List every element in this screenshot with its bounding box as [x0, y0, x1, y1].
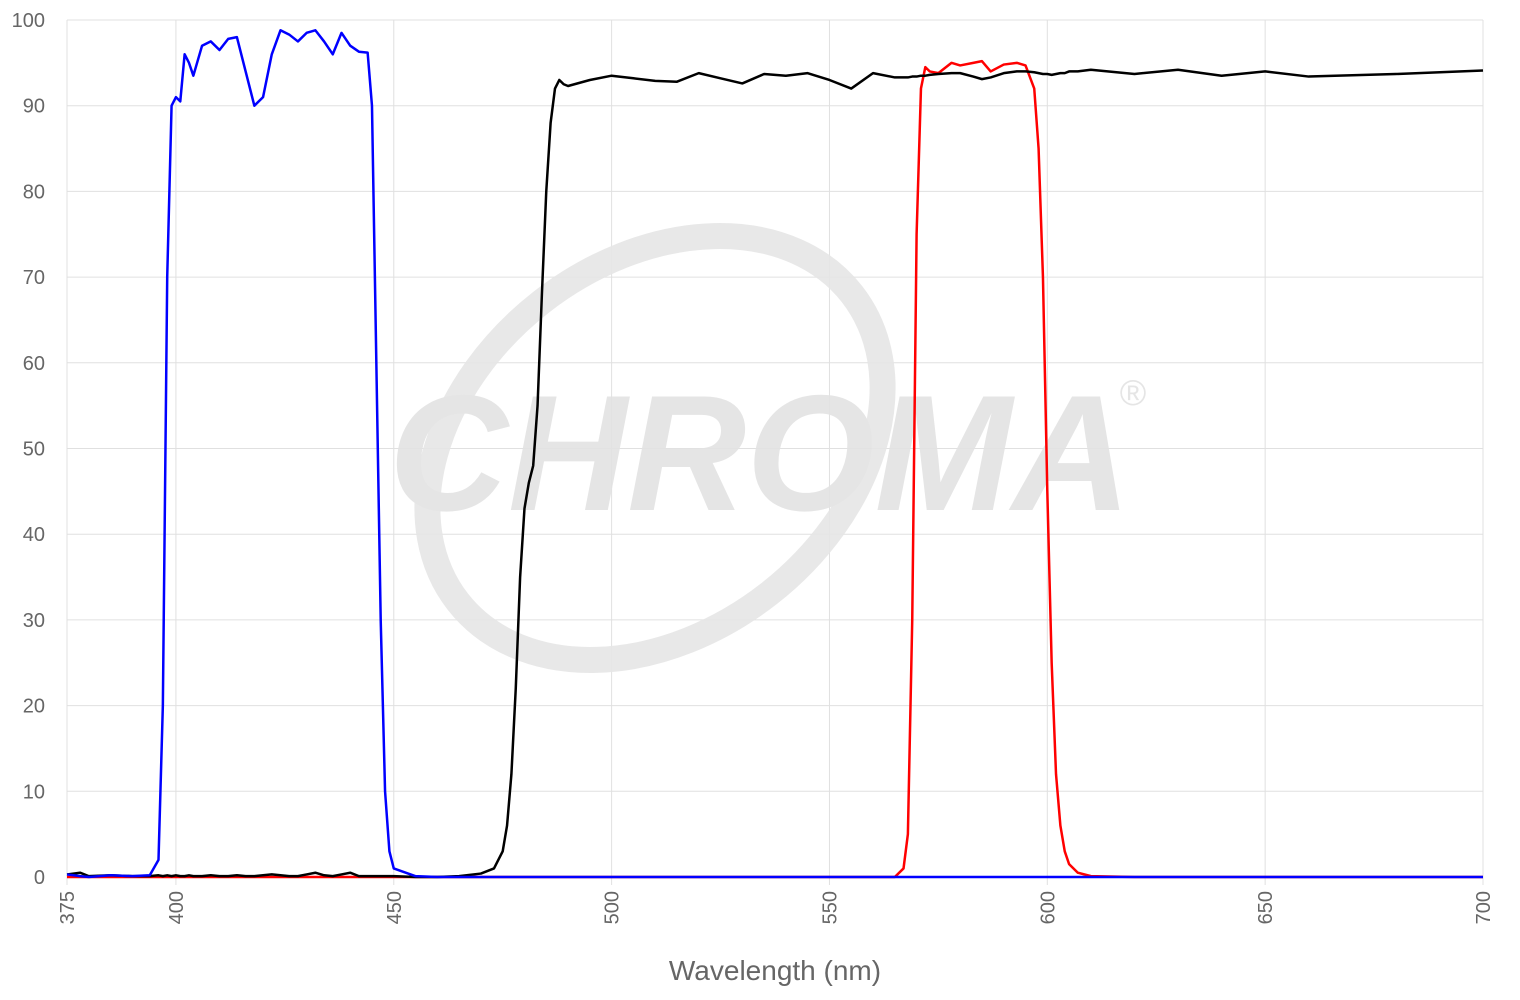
y-tick-label: 30	[23, 610, 45, 632]
watermark-logo: CHROMA ®	[389, 223, 1147, 673]
y-tick-label: 10	[23, 781, 45, 803]
y-tick-label: 0	[34, 867, 45, 889]
y-tick-label: 20	[23, 696, 45, 718]
y-tick-label: 90	[23, 96, 45, 118]
y-tick-label: 80	[23, 181, 45, 203]
y-tick-label: 60	[23, 353, 45, 375]
x-tick-label: 700	[1473, 891, 1495, 924]
x-tick-label: 650	[1255, 891, 1277, 924]
x-tick-label: 550	[819, 891, 841, 924]
x-tick-label: 400	[166, 891, 188, 924]
x-tick-label: 450	[384, 891, 406, 924]
series-line	[66, 29, 1483, 879]
x-tick-label: 600	[1037, 891, 1059, 924]
y-tick-label: 100	[12, 10, 45, 32]
y-tick-label: 40	[23, 524, 45, 546]
y-tick-label: 50	[23, 439, 45, 461]
watermark-symbol: ®	[1120, 372, 1147, 413]
x-axis-label: Wavelength (nm)	[669, 955, 881, 986]
y-tick-label: 70	[23, 267, 45, 289]
x-tick-label: 375	[57, 891, 79, 924]
x-tick-label: 500	[602, 891, 624, 924]
series-line	[66, 68, 1484, 879]
watermark-text: CHROMA	[389, 361, 1131, 545]
